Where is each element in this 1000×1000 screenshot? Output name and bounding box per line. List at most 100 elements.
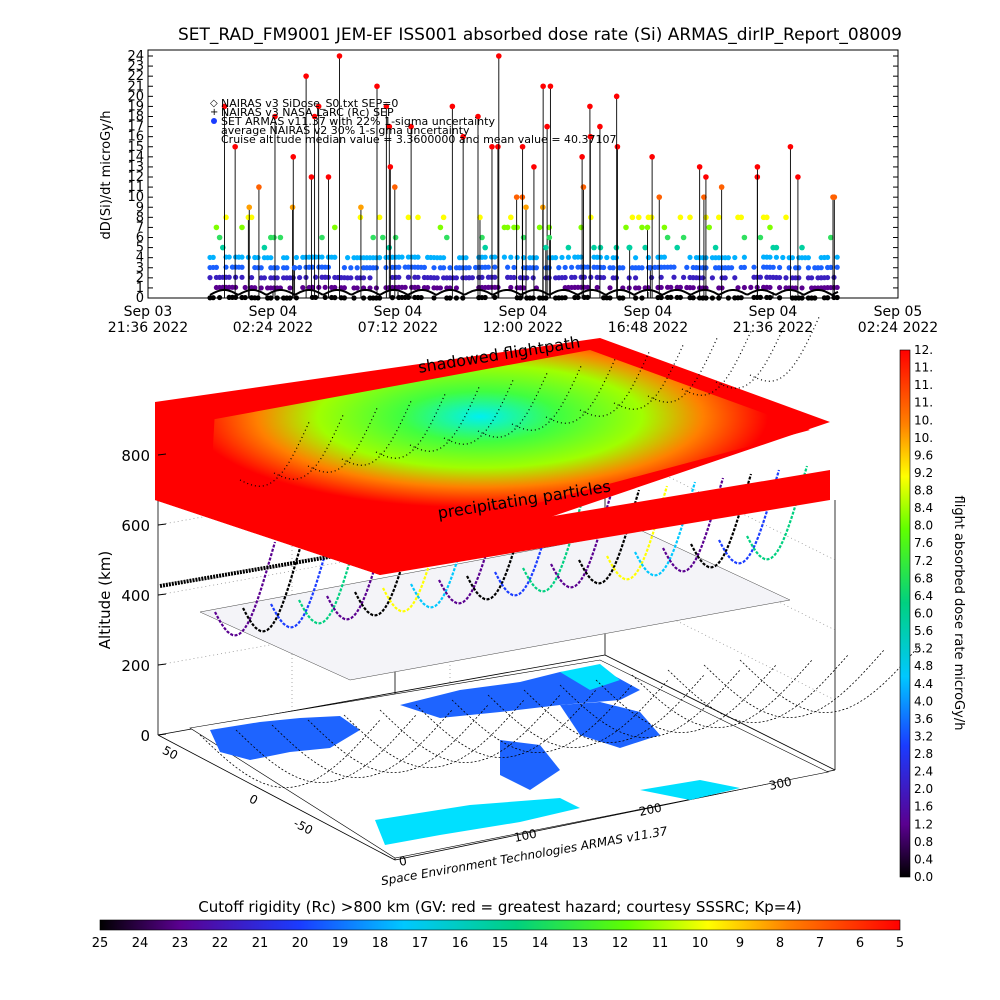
colorbar-bottom-tick: 6: [856, 936, 864, 951]
data-point: [255, 254, 261, 261]
colorbar-bottom-label: Cutoff rigidity (Rc) >800 km (GV: red = …: [198, 898, 801, 916]
x-tick-line1: Sep 03: [124, 304, 173, 320]
colorbar-right-tick: 5.6: [914, 624, 933, 638]
data-point: [777, 274, 783, 281]
data-point: [597, 244, 604, 251]
data-point: [648, 214, 655, 221]
data-point: [495, 143, 501, 150]
ground-track: [343, 699, 525, 768]
data-point: [287, 285, 293, 291]
colorbar-bottom-tick: 24: [132, 936, 149, 951]
data-point: [482, 294, 488, 301]
data-point: [626, 285, 632, 291]
legend-entry: NAIRAS v3 SiDose_S0.txt SEP=0: [221, 97, 398, 110]
cutoff-rigidity-layer: [155, 314, 830, 575]
data-point: [373, 285, 379, 291]
data-point: [351, 295, 357, 301]
z-axis-label: Altitude (km): [96, 551, 114, 649]
data-point: [325, 174, 332, 180]
colorbar-right-tick: 0.8: [914, 835, 933, 849]
data-point: [725, 255, 732, 261]
data-points: [207, 53, 840, 301]
data-point: [319, 254, 325, 260]
shadow-track: [681, 328, 753, 396]
data-point: [341, 295, 347, 301]
ground-track: [559, 669, 741, 738]
data-point: [748, 284, 754, 290]
ground-x-tick: 300: [768, 774, 793, 792]
colorbar-bottom-ticks: 25 24 23 22 21 20 19 18 17 16 15 14 13 12 11 10 9 8 7 6 5: [92, 936, 904, 951]
x-tick-line1: Sep 04: [249, 304, 298, 320]
y-tick-label: 10: [127, 190, 144, 205]
data-point: [674, 244, 680, 251]
data-point: [517, 295, 524, 301]
data-point: [696, 164, 703, 170]
y-tick-label: 4: [136, 251, 144, 266]
data-point: [636, 285, 642, 291]
colorbar-right-tick: 2.0: [914, 782, 933, 796]
data-point: [246, 204, 253, 211]
data-point: [415, 254, 421, 260]
data-point: [441, 265, 447, 271]
data-point: [735, 285, 741, 291]
data-point: [319, 234, 325, 241]
shadow-track: [511, 363, 583, 431]
data-point: [415, 274, 421, 280]
data-point: [793, 285, 799, 291]
data-point: [508, 214, 514, 221]
data-point: [543, 244, 549, 251]
colorbar-right-tick: 11.: [914, 361, 933, 375]
data-point: [367, 285, 373, 291]
data-point: [405, 214, 412, 221]
data-point: [258, 285, 264, 291]
data-point: [677, 294, 684, 301]
data-point: [732, 254, 738, 261]
y-tick-label: 21: [127, 79, 144, 94]
data-point: [508, 284, 514, 291]
colorbar-right-tick: 10.: [914, 413, 933, 427]
data-point: [834, 264, 840, 270]
data-point: [757, 274, 764, 280]
y-tick-label: 15: [127, 140, 144, 155]
ground-track: [415, 689, 597, 758]
data-point: [210, 295, 216, 301]
data-point: [271, 234, 277, 241]
data-point: [831, 194, 838, 200]
data-point: [783, 214, 789, 221]
shadow-track: [477, 370, 549, 438]
data-point: [348, 265, 354, 271]
data-point: [469, 275, 475, 281]
colorbar-right-ticks: 0.0 0.4 0.8 1.2 1.6 2.0 2.4 2.8 3.2 3.6 4.0 4.4 4.8 5…: [914, 343, 933, 884]
data-point: [399, 254, 405, 260]
data-point: [671, 274, 677, 280]
data-point: [656, 194, 663, 200]
orbit-track: [242, 537, 305, 633]
z-tick-mark: [157, 453, 167, 456]
data-point: [447, 265, 453, 271]
data-point: [505, 264, 511, 270]
data-point: [777, 285, 783, 291]
y-tick-label: 14: [127, 150, 144, 165]
data-point: [626, 244, 633, 251]
data-point: [313, 274, 319, 280]
data-point: [645, 254, 652, 261]
x-tick-line2: 21:36 2022: [733, 320, 813, 336]
colorbar-right-tick: 0.0: [914, 870, 933, 884]
data-point: [786, 265, 792, 271]
data-point: [639, 224, 645, 231]
data-point: [492, 264, 498, 270]
data-point: [767, 254, 773, 260]
data-point: [575, 294, 581, 301]
data-point: [587, 103, 593, 110]
data-point: [741, 284, 748, 291]
data-point: [681, 274, 687, 280]
x-tick-line1: Sep 05: [874, 304, 923, 320]
data-point: [440, 214, 447, 221]
data-point: [562, 264, 568, 271]
colorbar-right-tick: 1.6: [914, 800, 933, 814]
data-point: [216, 234, 223, 241]
colorbar-bottom-tick: 9: [736, 936, 744, 951]
data-point: [687, 214, 693, 221]
data-point: [521, 285, 527, 291]
